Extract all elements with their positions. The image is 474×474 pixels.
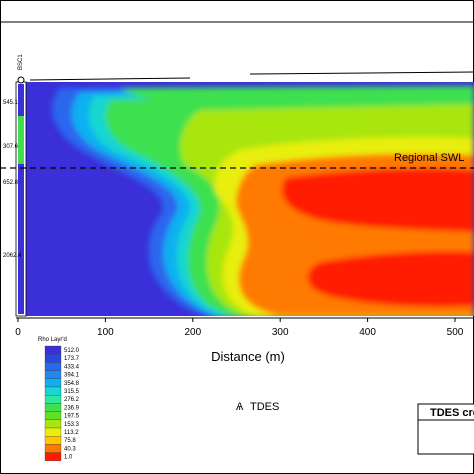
- x-axis-label: Distance (m): [211, 349, 285, 364]
- borehole-label: BSC1: [18, 54, 24, 70]
- legend-swatch: [44, 427, 62, 437]
- legend-value: 113.2: [64, 430, 79, 436]
- legend-swatch: [44, 370, 62, 379]
- depth-label: 307.6: [3, 144, 19, 150]
- caption-marker: Ѧ: [236, 401, 244, 413]
- legend-swatch: [44, 354, 62, 363]
- legend-title: Rho Layr'd: [38, 337, 67, 343]
- legend-value: 512.0: [64, 348, 80, 354]
- legend-swatch: [44, 452, 62, 461]
- legend-swatch: [44, 411, 62, 420]
- legend: 512.0 173.7 433.4 394.1 354.8 315.5 276.2 236.9…: [44, 345, 80, 461]
- borehole-marker: [17, 76, 25, 84]
- legend-swatch: [44, 345, 62, 355]
- legend-swatch: [44, 395, 62, 404]
- legend-value: 276.2: [64, 397, 80, 403]
- legend-value: 40.3: [64, 446, 76, 452]
- legend-value: 75.8: [64, 438, 76, 444]
- x-tick-label: 300: [272, 327, 289, 338]
- legend-value: 1.0: [64, 455, 73, 461]
- x-tick-label: 500: [447, 327, 464, 338]
- x-tick-label: 200: [184, 327, 201, 338]
- legend-swatch: [44, 386, 62, 396]
- legend-swatch: [44, 444, 62, 453]
- legend-value: 433.4: [64, 364, 80, 370]
- legend-value: 153.3: [64, 422, 80, 428]
- legend-value: 354.8: [64, 381, 80, 387]
- depth-label: 652.8: [3, 180, 19, 186]
- caption: TDES: [250, 401, 279, 413]
- swl-annotation: Regional SWL: [394, 152, 464, 164]
- legend-value: 236.9: [64, 405, 80, 411]
- title-box-text: TDES cre: [430, 407, 474, 419]
- legend-value: 173.7: [64, 356, 80, 362]
- x-tick-label: 0: [15, 327, 21, 338]
- legend-value: 394.1: [64, 373, 80, 379]
- legend-swatch: [44, 403, 62, 412]
- legend-value: 197.5: [64, 414, 80, 420]
- resistivity-section: [20, 82, 474, 316]
- x-tick-label: 100: [97, 327, 114, 338]
- legend-value: 315.5: [64, 389, 80, 395]
- depth-label: 545.1: [3, 100, 19, 106]
- legend-swatch: [44, 378, 62, 388]
- surface-line: [29, 77, 191, 81]
- title-box: [417, 403, 474, 455]
- legend-swatch: [44, 419, 62, 429]
- surface-line: [249, 71, 474, 75]
- legend-swatch: [44, 362, 62, 371]
- depth-label: 2062.4: [3, 253, 22, 259]
- x-tick-label: 400: [359, 327, 376, 338]
- borehole-column: [15, 76, 27, 317]
- legend-swatch: [44, 436, 62, 445]
- x-ticks: 0 100 200 300 400 500: [15, 318, 464, 338]
